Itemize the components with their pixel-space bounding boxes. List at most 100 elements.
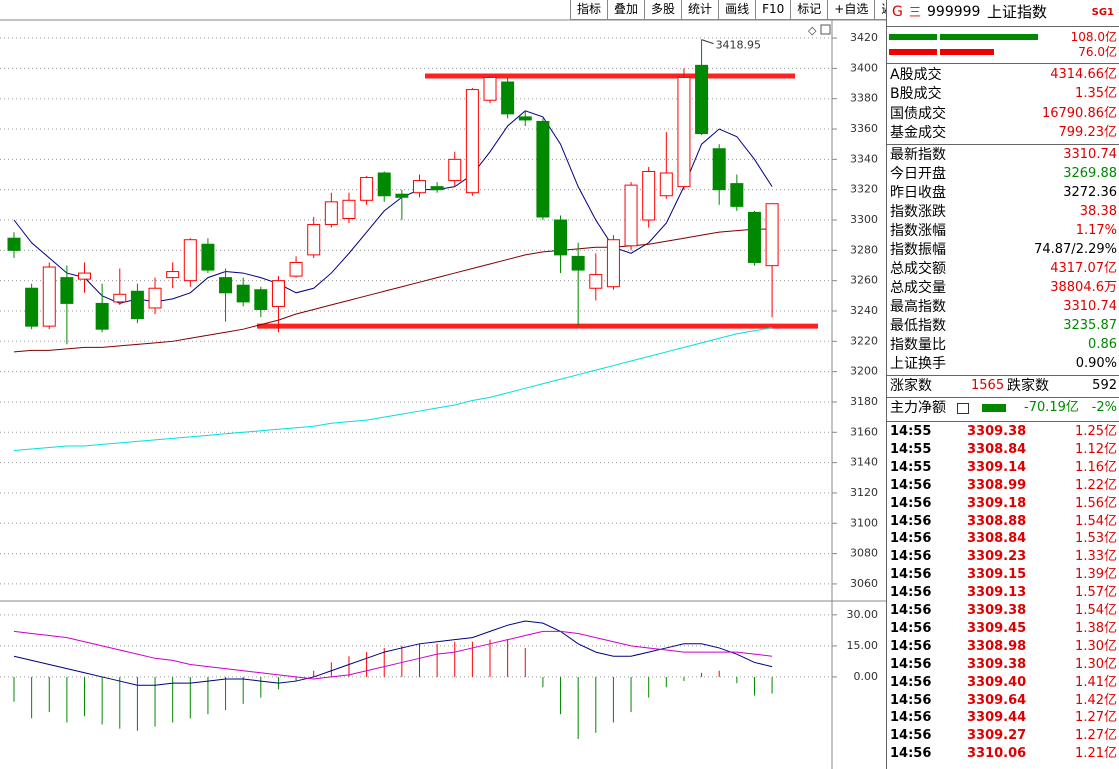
tick-price: 3309.40 [967, 674, 1027, 690]
tick-time: 14:56 [890, 477, 932, 493]
stock-code: 999999 [927, 4, 981, 20]
candle-body [271, 280, 285, 307]
tick-amount: 1.53亿 [1075, 531, 1117, 547]
toolbar-button[interactable]: 指标 [570, 0, 607, 19]
separator [887, 421, 1119, 422]
tick-time: 14:56 [890, 603, 932, 618]
separator [887, 375, 1119, 376]
toolbar-button[interactable]: F10 [755, 0, 790, 19]
candle-body [254, 289, 268, 310]
candle-body [712, 148, 726, 191]
tick-price: 3309.23 [967, 549, 1027, 565]
tick-amount: 1.21亿 [1075, 746, 1117, 762]
breadth-value: 1565 [971, 378, 1005, 393]
row-value: 799.23亿 [1058, 124, 1118, 140]
flow-icon[interactable] [957, 403, 969, 414]
tick-amount: 1.27亿 [1075, 728, 1117, 744]
tick-price: 3308.88 [967, 513, 1027, 529]
row-value: 74.87/2.29% [1034, 242, 1117, 257]
y-tick-label: 3140 [850, 456, 878, 469]
row-value: 38804.6万 [1050, 280, 1117, 295]
toolbar-button[interactable]: +自选 [827, 0, 874, 19]
tick-amount: 1.54亿 [1075, 513, 1117, 529]
moving-average [13, 327, 773, 451]
y-tick-label: 3200 [850, 365, 878, 378]
tick-price: 3310.06 [967, 746, 1027, 762]
tick-price: 3309.13 [967, 585, 1027, 601]
row-value: 1.17% [1075, 223, 1117, 238]
tick-price: 3309.15 [967, 567, 1027, 583]
row-value: 16790.86亿 [1041, 105, 1117, 121]
tick-time: 14:56 [890, 692, 932, 708]
row-label: 总成交量 [890, 280, 946, 296]
row-value: 3269.88 [1063, 166, 1117, 181]
high-pointer [701, 39, 714, 45]
flow-bar [982, 404, 1006, 412]
candle-body [554, 219, 568, 256]
row-value: 3272.36 [1063, 185, 1117, 200]
tick-amount: 1.57亿 [1075, 585, 1117, 601]
tick-price: 3309.18 [967, 495, 1027, 511]
chart: ◇ 3060 3080 3100 3120 3140 3160 3180 3200 3220 32… [0, 19, 886, 769]
candle-body [360, 177, 374, 201]
bar-gap [937, 34, 940, 40]
candle-body [95, 302, 109, 330]
toolbar-button[interactable]: 多股 [644, 0, 681, 19]
icon[interactable]: ◇ [808, 24, 817, 37]
tick-amount: 1.30亿 [1075, 656, 1117, 672]
toolbar-button[interactable]: 统计 [681, 0, 718, 19]
icon[interactable] [820, 24, 831, 35]
candle-body [113, 293, 127, 303]
candle-body [606, 239, 620, 288]
candle-body [130, 290, 144, 320]
y-tick-label: 3280 [850, 243, 878, 256]
tick-price: 3308.84 [967, 531, 1027, 547]
candle-body [571, 255, 585, 271]
y-tick-label: 3260 [850, 274, 878, 287]
toolbar-button[interactable]: 画线 [718, 0, 755, 19]
candle-body [307, 224, 321, 256]
tick-amount: 1.16亿 [1075, 459, 1117, 475]
toolbar-button[interactable]: 叠加 [607, 0, 644, 19]
header-mark: G [892, 4, 903, 20]
candle-body [518, 116, 532, 121]
candle-body [430, 186, 444, 191]
candle-body [42, 266, 56, 327]
separator [887, 144, 1119, 145]
tick-amount: 1.30亿 [1075, 638, 1117, 654]
flow-label: 主力净额 [890, 400, 946, 416]
candle-body [377, 172, 391, 197]
toolbar-button[interactable]: 标记 [790, 0, 827, 19]
row-label: 昨日收盘 [890, 185, 946, 201]
candle-body [342, 199, 356, 219]
bar-gap [937, 49, 940, 55]
tick-time: 14:56 [890, 531, 932, 547]
separator [887, 26, 1119, 27]
y-tick-label: 3320 [850, 183, 878, 196]
macd-line [13, 620, 773, 686]
y-tick-label: 3220 [850, 334, 878, 347]
candle-body [78, 272, 92, 280]
separator [887, 63, 1119, 64]
candle-body [659, 172, 673, 197]
candle-body [589, 274, 603, 289]
row-label: 今日开盘 [890, 166, 946, 182]
tick-amount: 1.27亿 [1075, 710, 1117, 726]
y-tick-label: 3080 [850, 547, 878, 560]
volume-label: 76.0亿 [1078, 45, 1117, 59]
tick-price: 3309.45 [967, 620, 1027, 636]
tick-time: 14:56 [890, 674, 932, 690]
y-tick-label: 0.00 [854, 670, 879, 683]
tick-time: 14:56 [890, 638, 932, 654]
row-value: 3310.74 [1063, 147, 1117, 162]
breadth-label: 涨家数 [890, 378, 932, 394]
row-value: 4317.07亿 [1050, 261, 1117, 276]
tick-price: 3309.14 [967, 459, 1027, 475]
row-label: 指数涨幅 [890, 223, 946, 239]
tick-price: 3309.38 [967, 424, 1027, 439]
separator [887, 397, 1119, 398]
tick-time: 14:56 [890, 513, 932, 529]
candle-body [695, 64, 709, 135]
candle-body [642, 170, 656, 221]
candle-body [324, 201, 338, 226]
